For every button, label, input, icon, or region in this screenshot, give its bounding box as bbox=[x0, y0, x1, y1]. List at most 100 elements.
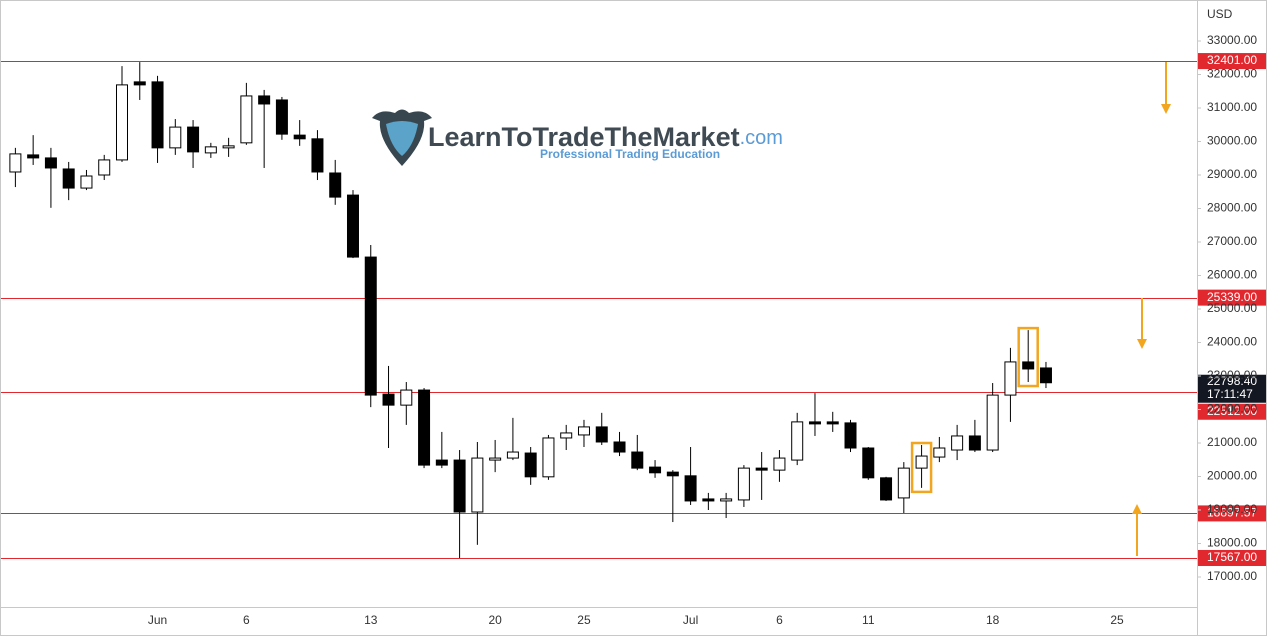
logo-bull bbox=[386, 121, 418, 156]
y-tick-label: 32000.00 bbox=[1207, 67, 1257, 81]
candle-body bbox=[1022, 361, 1035, 370]
x-tick-label: 25 bbox=[1110, 613, 1124, 627]
candle-body bbox=[951, 435, 964, 451]
level-label-box bbox=[1198, 53, 1266, 70]
level-label: 25339.00 bbox=[1207, 290, 1257, 304]
candle-body bbox=[346, 194, 359, 258]
candle-body bbox=[489, 457, 502, 461]
candle-body bbox=[720, 498, 733, 502]
candle-body bbox=[80, 175, 93, 189]
candle-body bbox=[187, 126, 200, 153]
candle-body bbox=[542, 437, 555, 478]
candle-body bbox=[666, 471, 679, 477]
y-tick-label: 18000.00 bbox=[1207, 536, 1257, 550]
level-label: 18897.57 bbox=[1207, 506, 1257, 520]
highlight-box bbox=[1017, 326, 1039, 388]
current-price-label: 22798.40 bbox=[1207, 374, 1257, 388]
x-tick-label: 13 bbox=[364, 613, 378, 627]
y-tick-label: 19000.00 bbox=[1207, 502, 1257, 516]
candle-body bbox=[275, 99, 288, 135]
y-tick-label: 33000.00 bbox=[1207, 33, 1257, 47]
watermark: LearnToTradeTheMarket.com Professional T… bbox=[372, 109, 783, 166]
candle-body bbox=[915, 455, 928, 469]
x-tick-label: Jul bbox=[683, 613, 698, 627]
plot-area bbox=[0, 61, 1197, 559]
y-tick-label: 31000.00 bbox=[1207, 100, 1257, 114]
logo-name: LearnToTradeTheMarket.com bbox=[428, 122, 783, 152]
candle-body bbox=[826, 421, 839, 425]
candle-body bbox=[293, 134, 306, 140]
candle-body bbox=[880, 477, 893, 501]
candle-body bbox=[240, 95, 253, 144]
candle-body bbox=[364, 256, 377, 396]
candle-body bbox=[560, 432, 573, 439]
level-label-box bbox=[1198, 289, 1266, 306]
candle-body bbox=[737, 467, 750, 501]
candle-body bbox=[986, 394, 999, 451]
y-tick-label: 27000.00 bbox=[1207, 234, 1257, 248]
candle-body bbox=[400, 389, 413, 406]
currency-label: USD bbox=[1207, 7, 1233, 21]
candle-body bbox=[453, 459, 466, 513]
candle-body bbox=[169, 126, 182, 149]
level-label: 17567.00 bbox=[1207, 550, 1257, 564]
candle-body bbox=[258, 95, 271, 105]
level-label-box bbox=[1198, 505, 1266, 522]
candle-body bbox=[968, 435, 981, 451]
candle-body bbox=[27, 154, 40, 159]
candle-body bbox=[311, 138, 324, 173]
candle-body bbox=[773, 457, 786, 471]
y-tick-label: 30000.00 bbox=[1207, 134, 1257, 148]
candle-body bbox=[44, 157, 57, 169]
x-tick-label: Jun bbox=[148, 613, 167, 627]
arrow-head bbox=[1161, 104, 1171, 114]
x-tick-label: 18 bbox=[986, 613, 1000, 627]
y-tick-label: 20000.00 bbox=[1207, 469, 1257, 483]
y-tick-label: 28000.00 bbox=[1207, 201, 1257, 215]
level-label: 22512.00 bbox=[1207, 404, 1257, 418]
x-tick-label: 25 bbox=[577, 613, 591, 627]
logo-domain: .com bbox=[740, 127, 783, 149]
highlight-box bbox=[910, 441, 933, 494]
candle-body bbox=[897, 467, 910, 499]
candle-body bbox=[435, 459, 448, 466]
current-price-box bbox=[1198, 374, 1266, 403]
candle-body bbox=[329, 172, 342, 198]
y-tick-label: 22000.00 bbox=[1207, 402, 1257, 416]
candle-body bbox=[1004, 361, 1017, 396]
countdown-label: 17:11:47 bbox=[1207, 387, 1253, 401]
candle-body bbox=[9, 153, 22, 173]
candle-body bbox=[98, 159, 111, 176]
y-tick-label: 21000.00 bbox=[1207, 435, 1257, 449]
x-tick-label: 6 bbox=[776, 613, 783, 627]
x-tick-label: 6 bbox=[243, 613, 250, 627]
candle-body bbox=[506, 451, 519, 459]
candle-body bbox=[418, 389, 431, 466]
candle-body bbox=[862, 447, 875, 479]
x-tick-label: 20 bbox=[488, 613, 502, 627]
y-tick-label: 24000.00 bbox=[1207, 335, 1257, 349]
annotation-arrows bbox=[1132, 62, 1171, 556]
y-tick-label: 17000.00 bbox=[1207, 569, 1257, 583]
x-tick-label: 11 bbox=[862, 613, 875, 627]
candle-body bbox=[151, 81, 164, 149]
candle-body bbox=[115, 84, 128, 161]
candle-body bbox=[1039, 367, 1052, 384]
candle-body bbox=[933, 447, 946, 458]
candle-body bbox=[808, 421, 821, 425]
candle-body bbox=[702, 498, 715, 502]
candle-body bbox=[133, 81, 146, 86]
candle-body bbox=[204, 146, 217, 154]
candle-body bbox=[471, 457, 484, 513]
candle-body bbox=[577, 426, 590, 436]
candle-body bbox=[524, 452, 537, 478]
candle-body bbox=[684, 475, 697, 502]
candle-body bbox=[791, 421, 804, 461]
logo-tagline: Professional Trading Education bbox=[540, 147, 720, 161]
arrow-head bbox=[1137, 339, 1147, 349]
candle-body bbox=[649, 466, 662, 474]
y-tick-label: 26000.00 bbox=[1207, 268, 1257, 282]
